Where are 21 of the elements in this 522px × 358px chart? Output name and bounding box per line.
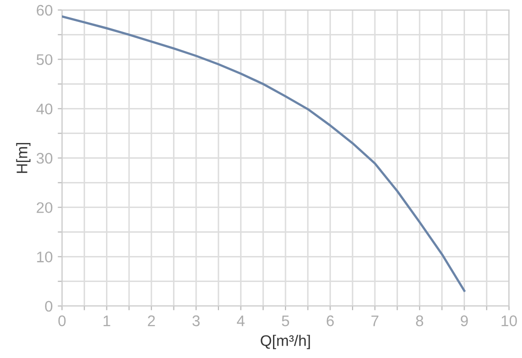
x-axis-title: Q[m³/h]	[260, 334, 310, 350]
y-tick-label: 50	[36, 54, 52, 66]
y-tick-label: 40	[36, 104, 52, 114]
x-tick-label: 4	[236, 316, 245, 326]
x-tick-label: 3	[192, 315, 200, 326]
x-tick-label: 10	[502, 315, 517, 326]
x-tick-label: 1	[104, 316, 110, 326]
y-tick-label: 60	[36, 4, 52, 16]
y-tick-label: 10	[37, 252, 52, 262]
x-tick-label: 6	[326, 315, 334, 326]
line-series	[62, 15, 466, 292]
y-tick-label: 0	[45, 300, 52, 312]
y-axis-title: H[m]	[16, 142, 30, 173]
x-tick-label: 2	[148, 315, 155, 326]
x-tick-label: 9	[460, 315, 468, 326]
x-tick-label: 8	[416, 315, 424, 326]
y-tick-label: 30	[36, 152, 52, 164]
x-tick-label: 7	[371, 316, 378, 326]
y-tick-label: 20	[36, 202, 52, 214]
x-tick-label: 0	[58, 315, 66, 326]
x-tick-label: 5	[282, 316, 290, 326]
